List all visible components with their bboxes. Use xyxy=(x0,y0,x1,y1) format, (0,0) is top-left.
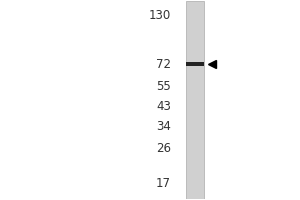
Text: 72: 72 xyxy=(156,58,171,71)
Text: 55: 55 xyxy=(156,80,171,93)
Text: 34: 34 xyxy=(156,120,171,133)
Bar xyxy=(186,62,204,66)
Text: 130: 130 xyxy=(149,9,171,22)
Text: 17: 17 xyxy=(156,177,171,190)
Bar xyxy=(186,1,204,199)
Text: 43: 43 xyxy=(156,100,171,113)
Text: 26: 26 xyxy=(156,142,171,155)
